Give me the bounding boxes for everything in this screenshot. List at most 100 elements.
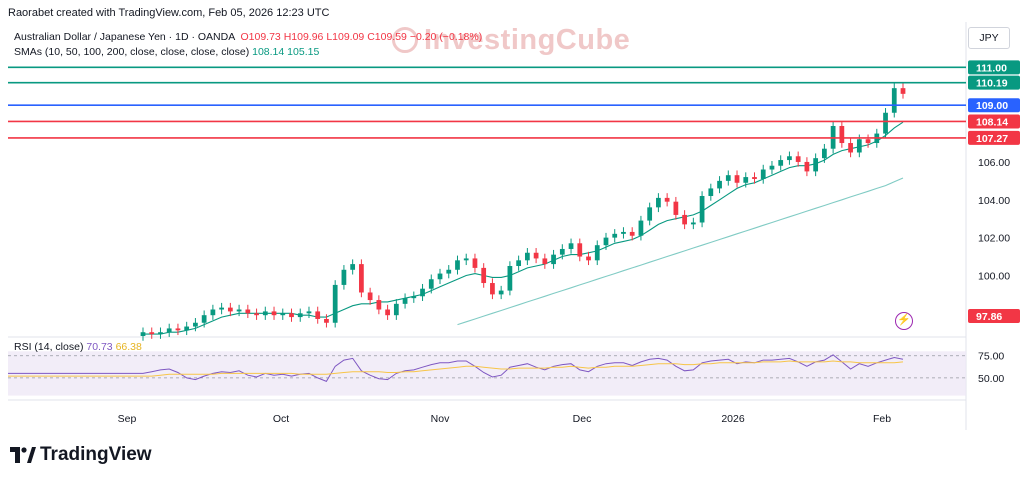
rsi-band (8, 351, 966, 396)
lightning-icon[interactable]: ⚡ (895, 312, 913, 330)
candle-body (245, 309, 251, 314)
price-level-tag (968, 130, 1020, 145)
candle-body (175, 328, 181, 331)
sma-value-1: 108.14 (252, 46, 285, 58)
rsi-value: 70.73 (86, 341, 113, 353)
sma-slow-line (457, 177, 904, 326)
y-tick-label: 106.00 (978, 157, 1010, 169)
candle-body (254, 313, 259, 316)
rsi-label: RSI (14, close) (14, 341, 84, 353)
candle-body (769, 165, 775, 170)
rsi-legend[interactable]: RSI (14, close) 70.73 66.38 (14, 341, 142, 353)
symbol-legend[interactable]: Australian Dollar / Japanese Yen · 1D · … (14, 31, 482, 43)
candle-body (166, 328, 172, 333)
price-level-label: 107.27 (976, 133, 1008, 145)
candle-body (533, 252, 539, 259)
candle-body (839, 126, 845, 144)
candle-body (690, 222, 696, 225)
rsi-ma-value: 66.38 (115, 341, 142, 353)
candle-body (682, 214, 687, 225)
candle-body (717, 180, 722, 189)
candle-body (210, 309, 216, 316)
candle-body (428, 279, 434, 289)
tradingview-logo: TradingView (10, 444, 152, 466)
y-tick-label: 104.00 (978, 195, 1010, 207)
price-level-label: 110.19 (976, 78, 1008, 90)
watermark-text: InvestingCube (424, 24, 631, 56)
candle-body (559, 248, 565, 255)
candle-body (804, 161, 810, 172)
y-tick-label: 100.00 (978, 270, 1010, 282)
candle-body (664, 197, 670, 202)
candle-body (507, 266, 513, 291)
x-tick-label: Sep (118, 413, 137, 425)
candle-body (297, 313, 303, 318)
candle-body (481, 267, 487, 284)
candle-body (262, 311, 268, 316)
candle-body (140, 332, 146, 336)
candle-body (900, 88, 906, 94)
candle-body (725, 175, 731, 181)
watermark-logo: InvestingCube (392, 24, 630, 57)
candle-body (594, 245, 600, 261)
x-tick-label: Feb (873, 413, 891, 425)
candle-body (498, 290, 504, 295)
candle-body (586, 256, 591, 261)
candle-body (883, 112, 888, 134)
price-tag-low-label: 97.86 (976, 311, 1002, 323)
x-tick-label: 2026 (721, 413, 745, 425)
candle-body (848, 143, 853, 153)
x-tick-label: Oct (273, 413, 289, 425)
sma-fast-line (143, 121, 904, 335)
candle-body (621, 231, 626, 234)
candle-body (324, 318, 329, 323)
price-level-label: 108.14 (976, 116, 1008, 128)
candle-body (463, 258, 469, 261)
candle-body (577, 243, 583, 257)
price-tag-low (968, 308, 1020, 323)
price-level-tag (968, 60, 1020, 75)
candle-body (359, 264, 364, 293)
price-level-label: 111.00 (976, 62, 1007, 74)
candle-body (612, 233, 618, 238)
candle-body (647, 207, 653, 221)
candle-body (184, 326, 190, 331)
logo-text: TradingView (40, 444, 152, 465)
candle-body (280, 313, 286, 316)
x-tick-label: Nov (431, 413, 450, 425)
candle-body (490, 283, 495, 295)
candle-body (149, 332, 155, 335)
rsi-tick-75: 75.00 (978, 351, 1004, 363)
candle-body (472, 258, 478, 268)
rsi-ma-line (8, 360, 904, 377)
change-value: −0.20 (−0.18%) (409, 31, 483, 43)
candle-body (638, 220, 644, 236)
symbol-name: Australian Dollar / Japanese Yen · 1D · … (14, 31, 235, 43)
price-level-tag (968, 114, 1020, 129)
candle-body (227, 307, 233, 312)
candle-body (752, 177, 757, 179)
close-value: C109.59 (367, 31, 407, 43)
rsi-line (8, 354, 904, 383)
sma-legend[interactable]: SMAs (10, 50, 100, 200, close, close, cl… (14, 46, 319, 58)
candle-body (656, 197, 661, 208)
x-tick-label: Dec (573, 413, 592, 425)
price-level-label: 109.00 (976, 100, 1008, 112)
candle-body (542, 258, 548, 265)
candle-body (236, 309, 242, 312)
price-level-tag (968, 75, 1020, 90)
candle-body (219, 307, 224, 310)
candle-body (760, 169, 766, 179)
candle-body (367, 292, 373, 301)
candle-body (673, 201, 679, 215)
candle-body (891, 88, 897, 113)
candle-body (289, 313, 294, 318)
currency-selector[interactable]: JPY (968, 27, 1010, 49)
candle-body (743, 177, 749, 183)
candle-body (795, 156, 801, 162)
candle-body (865, 139, 871, 144)
candle-body (699, 196, 705, 223)
candle-body (201, 315, 207, 323)
candle-body (158, 332, 163, 335)
